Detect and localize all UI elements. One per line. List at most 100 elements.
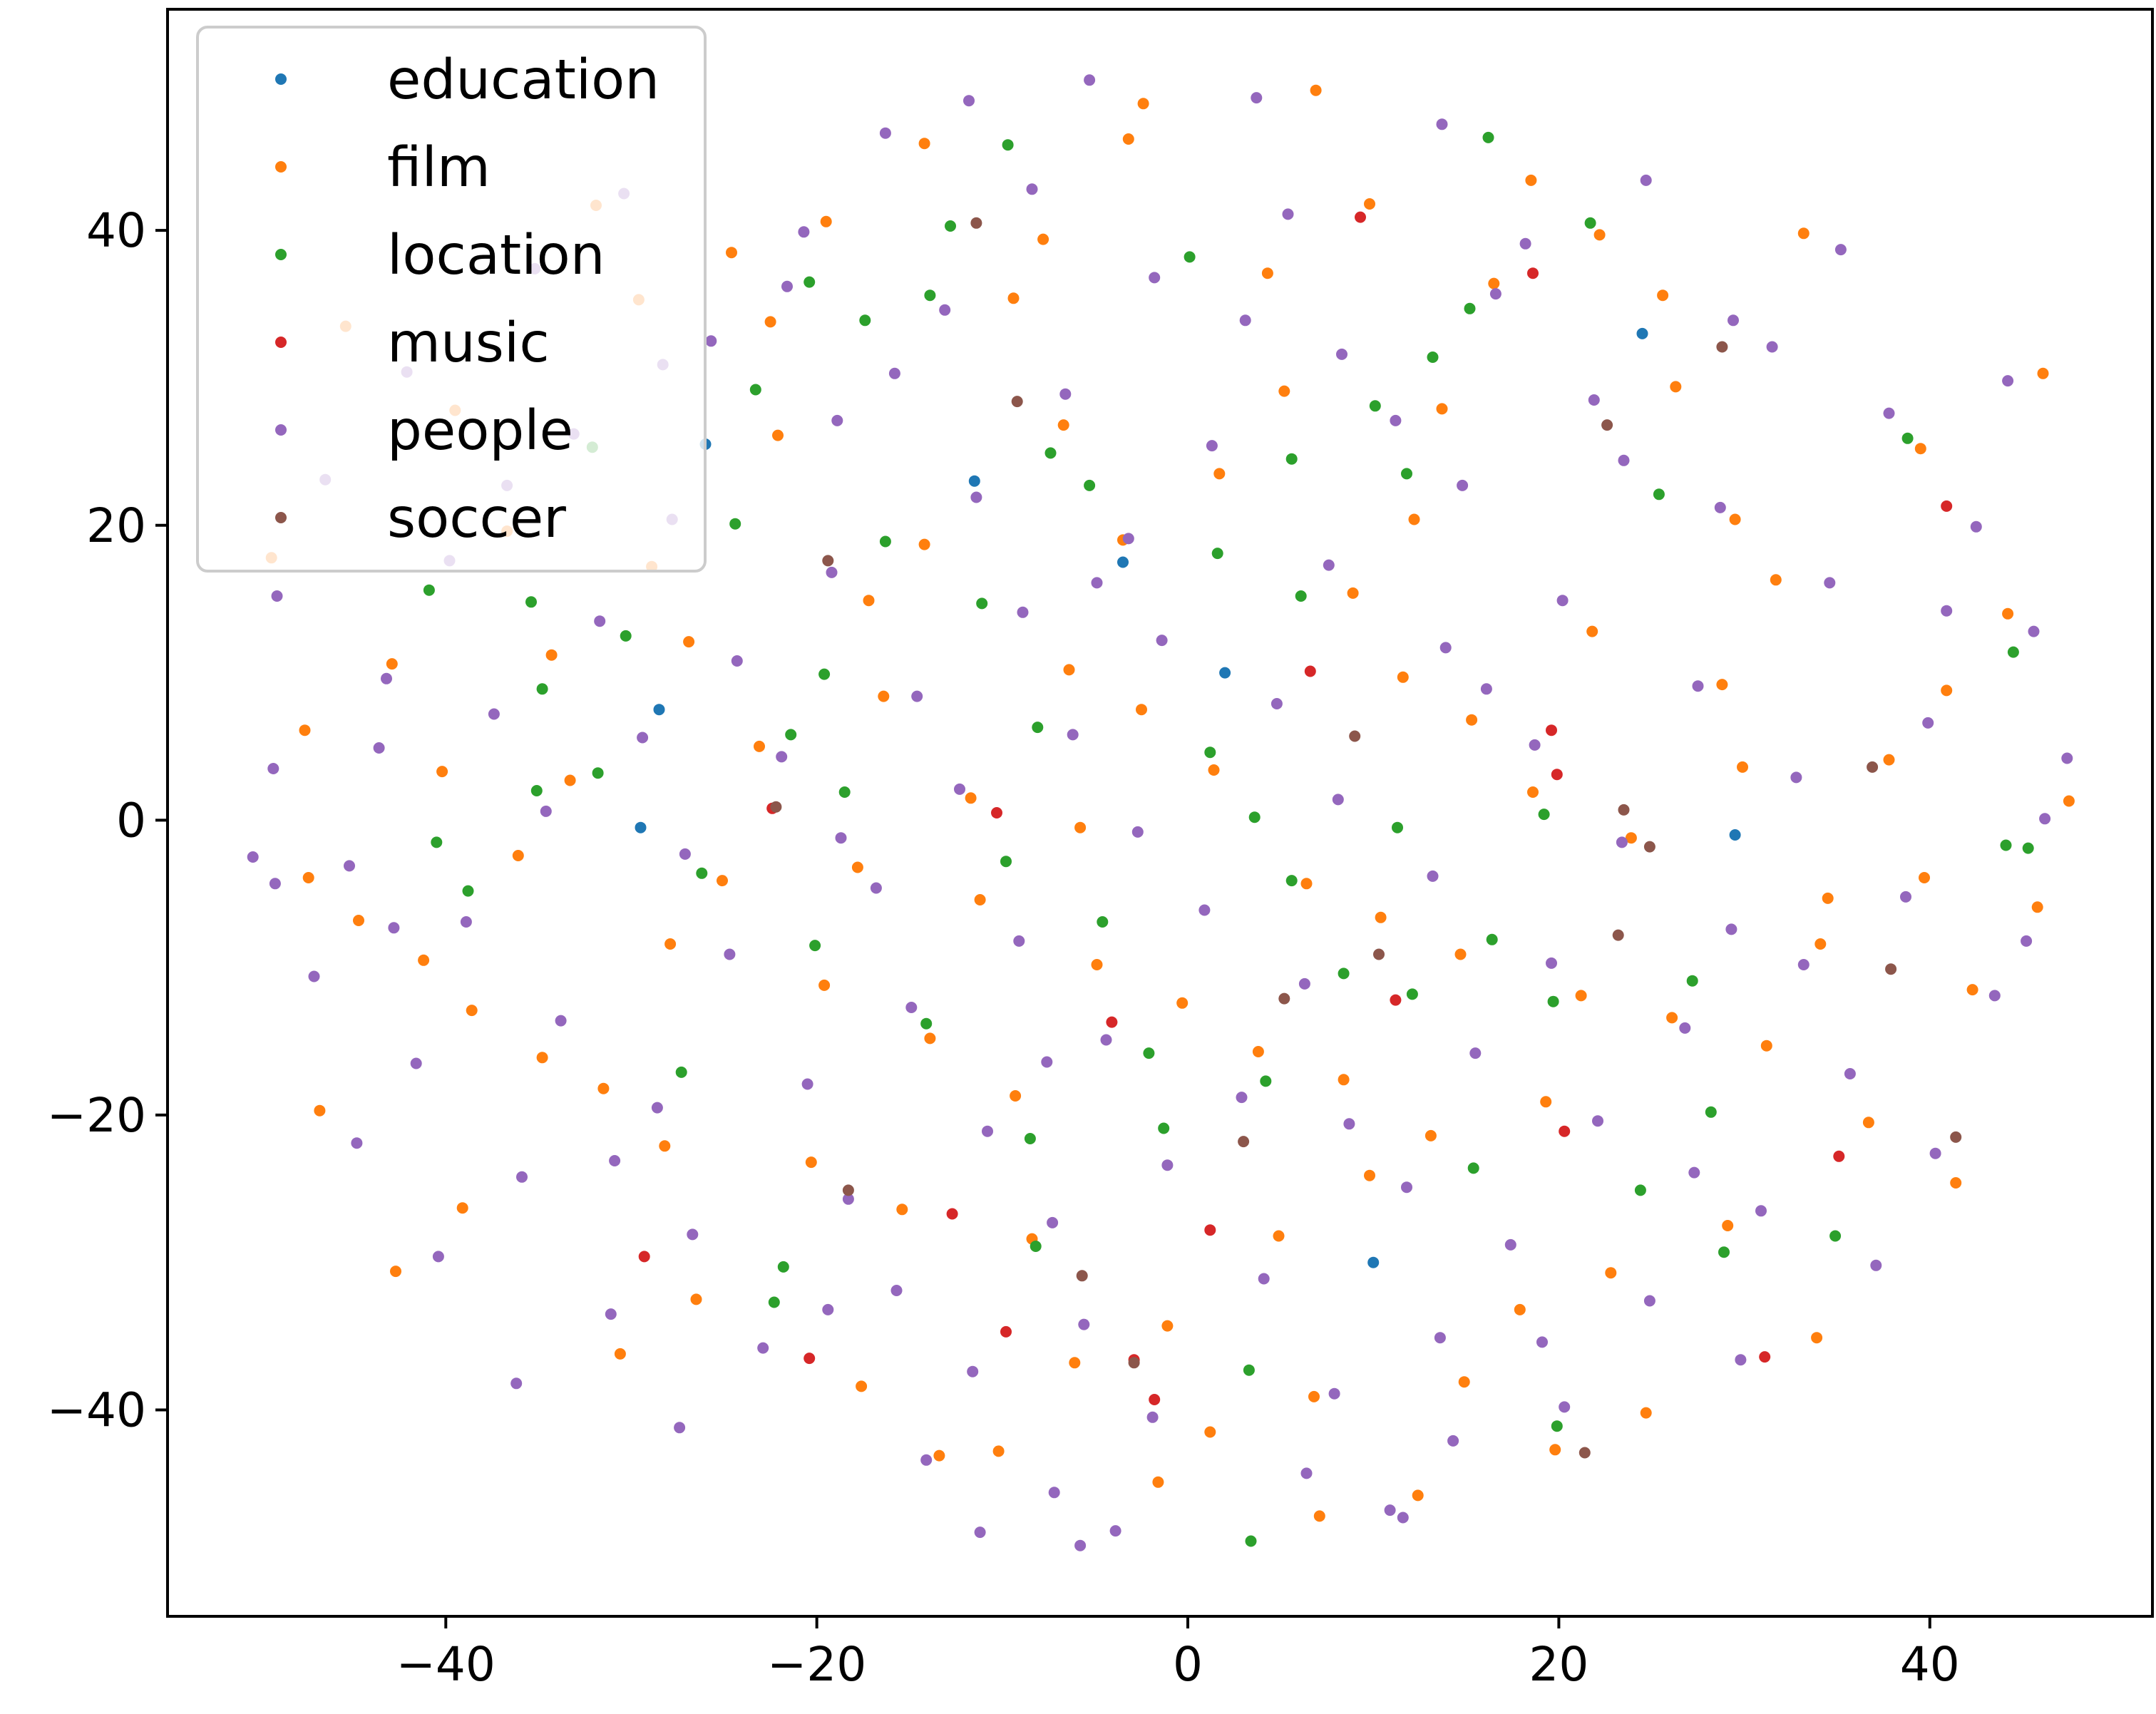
point-film bbox=[1375, 911, 1387, 923]
point-film bbox=[390, 1266, 401, 1278]
point-music bbox=[1390, 994, 1402, 1006]
point-film bbox=[1797, 227, 1809, 240]
point-location bbox=[1184, 251, 1196, 263]
point-location bbox=[1584, 217, 1596, 229]
point-education bbox=[1636, 327, 1648, 339]
point-location bbox=[2000, 839, 2012, 851]
point-people bbox=[970, 491, 982, 503]
point-music bbox=[1941, 500, 1953, 512]
point-film bbox=[754, 740, 765, 752]
point-people bbox=[247, 851, 259, 863]
point-soccer bbox=[1612, 929, 1624, 941]
point-people bbox=[1529, 739, 1541, 751]
point-film bbox=[2037, 367, 2049, 379]
point-people bbox=[1688, 1166, 1700, 1179]
point-people bbox=[822, 1303, 834, 1315]
point-people bbox=[674, 1422, 686, 1434]
point-film bbox=[1037, 233, 1049, 245]
point-location bbox=[1551, 1420, 1563, 1432]
point-people bbox=[1504, 1238, 1516, 1251]
point-film bbox=[1310, 84, 1322, 96]
point-film bbox=[1625, 832, 1637, 844]
point-location bbox=[1486, 933, 1498, 945]
point-film bbox=[2063, 795, 2075, 807]
point-film bbox=[1593, 229, 1606, 241]
point-location bbox=[1705, 1106, 1717, 1118]
point-film bbox=[918, 538, 930, 550]
point-people bbox=[1427, 870, 1439, 882]
point-education bbox=[635, 821, 647, 833]
point-people bbox=[1282, 208, 1294, 220]
point-people bbox=[594, 615, 606, 627]
point-location bbox=[1002, 139, 1014, 151]
point-people bbox=[1480, 683, 1492, 695]
point-film bbox=[1069, 1357, 1081, 1369]
point-people bbox=[1447, 1435, 1459, 1447]
point-film bbox=[545, 649, 558, 661]
point-film bbox=[2002, 607, 2014, 620]
point-music bbox=[804, 1353, 816, 1365]
point-people bbox=[1390, 414, 1402, 426]
point-soccer bbox=[1867, 761, 1879, 773]
point-people bbox=[2021, 935, 2033, 947]
point-people bbox=[1384, 1504, 1396, 1517]
point-location bbox=[536, 683, 548, 695]
point-people bbox=[1536, 1336, 1548, 1348]
point-music bbox=[1546, 724, 1557, 737]
point-film bbox=[1466, 714, 1478, 726]
point-people bbox=[1616, 836, 1628, 848]
point-film bbox=[1152, 1476, 1164, 1488]
point-film bbox=[614, 1348, 626, 1360]
point-film bbox=[1514, 1303, 1526, 1315]
point-location bbox=[1686, 975, 1698, 987]
point-people bbox=[1929, 1147, 1941, 1159]
point-soccer bbox=[1885, 963, 1897, 975]
point-people bbox=[1640, 174, 1652, 186]
point-people bbox=[1047, 1216, 1059, 1228]
point-location bbox=[530, 785, 543, 796]
point-film bbox=[764, 316, 776, 328]
point-location bbox=[1243, 1364, 1255, 1376]
y-tick-label: 0 bbox=[116, 793, 146, 848]
point-film bbox=[1966, 984, 1978, 996]
point-film bbox=[1540, 1096, 1552, 1108]
point-people bbox=[1323, 559, 1335, 571]
point-people bbox=[1755, 1205, 1767, 1217]
point-film bbox=[436, 766, 448, 778]
point-education bbox=[1117, 556, 1129, 568]
point-location bbox=[804, 276, 816, 288]
point-people bbox=[1084, 74, 1096, 86]
point-film bbox=[1737, 761, 1748, 773]
x-tick-label: 40 bbox=[1900, 1637, 1960, 1692]
point-people bbox=[731, 655, 743, 667]
point-film bbox=[933, 1449, 945, 1462]
point-music bbox=[638, 1251, 650, 1263]
point-location bbox=[729, 518, 741, 530]
point-people bbox=[982, 1125, 993, 1137]
point-location bbox=[1464, 302, 1476, 314]
point-location bbox=[431, 836, 443, 848]
point-people bbox=[679, 848, 691, 860]
point-people bbox=[911, 690, 923, 702]
point-film bbox=[974, 894, 986, 905]
point-film bbox=[1364, 198, 1375, 210]
point-soccer bbox=[1601, 419, 1613, 431]
point-soccer bbox=[970, 217, 982, 229]
point-film bbox=[2031, 901, 2043, 913]
point-film bbox=[1313, 1510, 1325, 1522]
point-people bbox=[1258, 1273, 1270, 1285]
legend-marker bbox=[275, 249, 287, 260]
series-soccer bbox=[770, 217, 1962, 1459]
point-film bbox=[1338, 1074, 1350, 1086]
point-film bbox=[1252, 1046, 1264, 1057]
point-people bbox=[776, 751, 788, 763]
legend-label: soccer bbox=[387, 487, 566, 550]
point-film bbox=[386, 658, 398, 670]
point-people bbox=[1100, 1034, 1112, 1046]
point-people bbox=[1714, 501, 1726, 513]
point-location bbox=[1285, 453, 1298, 465]
legend-label: location bbox=[387, 224, 605, 287]
point-music bbox=[1149, 1394, 1161, 1405]
point-film bbox=[1657, 289, 1669, 302]
point-people bbox=[1239, 314, 1251, 327]
